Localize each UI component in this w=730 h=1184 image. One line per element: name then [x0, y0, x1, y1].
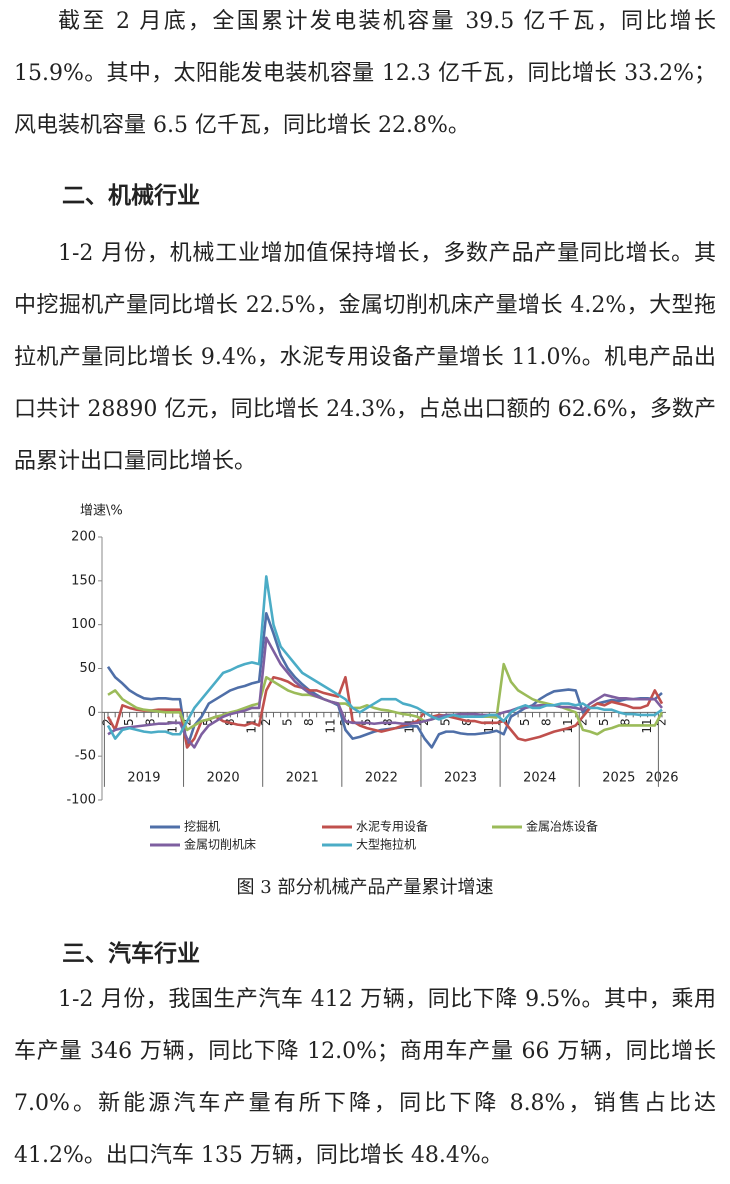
x-tick-label: 5: [439, 718, 453, 726]
x-tick-label: 11: [244, 718, 258, 733]
x-tick-label: 5: [122, 718, 136, 726]
paragraph: 1-2 月份，我国生产汽车 412 万辆，同比下降 9.5%。其中，乘用车产量 …: [14, 987, 716, 1168]
x-tick-label: 2: [575, 718, 589, 726]
y-tick-label: 50: [79, 661, 96, 676]
caption: 图 3 部分机械产品产量累计增速: [236, 877, 494, 898]
x-tick-label: 5: [201, 718, 215, 726]
line-series: [106, 575, 663, 740]
year-label: 2025: [602, 771, 635, 786]
heading: 二、机械行业: [62, 183, 200, 209]
year-label: 2020: [207, 771, 240, 786]
x-tick-label: 8: [619, 718, 633, 726]
legend-label: 挖掘机: [184, 819, 220, 834]
x-tick-label: 2: [259, 718, 273, 726]
legend-label: 水泥专用设备: [356, 819, 428, 834]
y-tick-label: -50: [75, 749, 96, 764]
year-label: 2024: [523, 771, 556, 786]
paragraph: 1-2 月份，机械工业增加值保持增长，多数产品产量同比增长。其中挖掘机产量同比增…: [14, 241, 716, 474]
x-tick-label: 8: [539, 718, 553, 726]
x-tick-label: 2: [101, 718, 115, 726]
y-tick-label: 150: [71, 573, 96, 588]
year-label: 2023: [444, 771, 477, 786]
year-label: 2022: [365, 771, 398, 786]
x-tick-label: 8: [144, 718, 158, 726]
legend-label: 大型拖拉机: [356, 837, 416, 852]
x-tick-label: 2: [655, 718, 669, 726]
x-tick-label: 5: [597, 718, 611, 726]
y-axis-title: 增速\%: [80, 504, 123, 519]
y-tick-label: -100: [66, 793, 96, 808]
year-label: 2019: [127, 771, 160, 786]
line-series: [107, 662, 664, 736]
x-tick-label: 11: [324, 718, 338, 733]
line-series: [107, 636, 664, 749]
y-tick-label: 0: [88, 705, 96, 720]
heading: 三、汽车行业: [62, 941, 200, 967]
y-tick-label: 200: [71, 530, 96, 545]
paragraph: 截至 2 月底，全国累计发电装机容量 39.5 亿千瓦，同比增长 15.9%。其…: [14, 9, 716, 138]
year-label: 2021: [286, 771, 319, 786]
legend-label: 金属切削机床: [184, 837, 256, 852]
x-tick-label: 5: [280, 718, 294, 726]
legend-label: 金属冶炼设备: [526, 819, 598, 834]
year-label: 2026: [645, 771, 678, 786]
line-series: [106, 675, 664, 749]
x-tick-label: 8: [302, 718, 316, 726]
y-tick-label: 100: [71, 617, 96, 632]
x-tick-label: 5: [518, 718, 532, 726]
